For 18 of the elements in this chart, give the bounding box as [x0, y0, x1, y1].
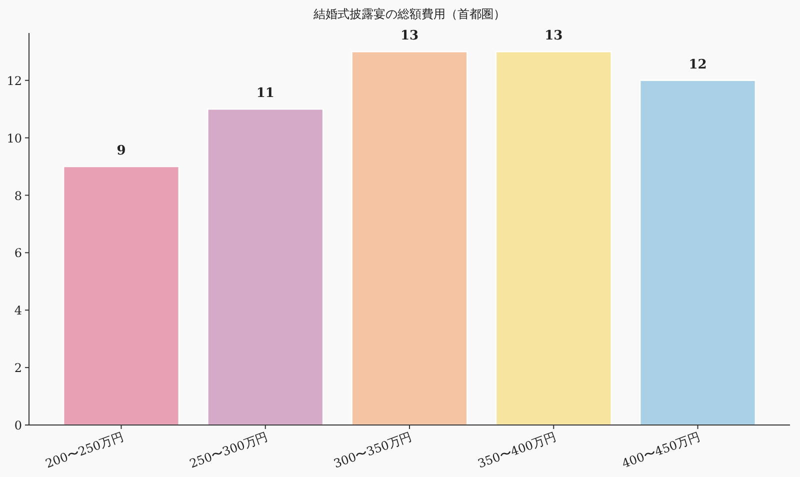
x-tick-label: 200〜250万円	[44, 430, 126, 471]
y-tick-label: 8	[14, 188, 22, 203]
y-tick-label: 10	[6, 131, 22, 146]
y-tick-label: 0	[14, 418, 22, 432]
data-label: 11	[256, 86, 274, 102]
y-tick-label: 6	[14, 246, 22, 260]
x-tick-label: 350〜400万円	[476, 430, 558, 471]
y-tick-label: 12	[6, 74, 22, 88]
y-tick-label: 2	[14, 361, 22, 376]
y-tick-label: 4	[14, 304, 22, 318]
chart-title: 結婚式披露宴の総額費用（首都圏）	[312, 7, 506, 21]
x-tick-label: 250〜300万円	[188, 430, 270, 471]
data-label: 12	[688, 57, 707, 72]
x-tick-label: 400〜450万円	[620, 430, 702, 471]
x-tick-label: 300〜350万円	[332, 430, 414, 471]
data-label: 9	[116, 144, 126, 159]
data-label: 13	[400, 28, 419, 44]
data-label: 13	[544, 28, 563, 44]
